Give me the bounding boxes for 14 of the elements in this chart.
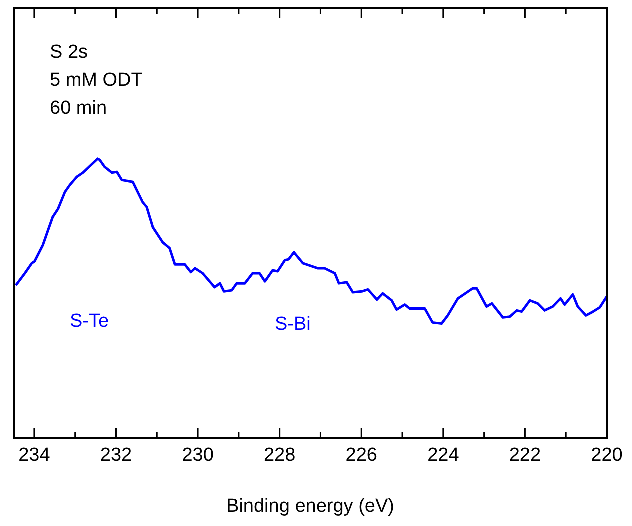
annotation: S-Bi	[275, 314, 311, 335]
x-axis-title: Binding energy (eV)	[226, 496, 394, 517]
x-tick-label: 230	[182, 445, 214, 466]
text: S 2s	[50, 42, 88, 63]
x-tick-label: 220	[591, 445, 623, 466]
x-tick-label: 224	[428, 445, 460, 466]
x-tick-label: 228	[264, 445, 296, 466]
x-tick-label: 234	[18, 445, 51, 466]
x-tick-label: 226	[346, 445, 378, 466]
annotation: S-Te	[70, 311, 110, 332]
text: 60 min	[50, 98, 108, 119]
x-tick-label: 222	[509, 445, 542, 466]
text: 5 mM ODT	[50, 70, 144, 91]
x-tick-label: 232	[100, 445, 132, 466]
